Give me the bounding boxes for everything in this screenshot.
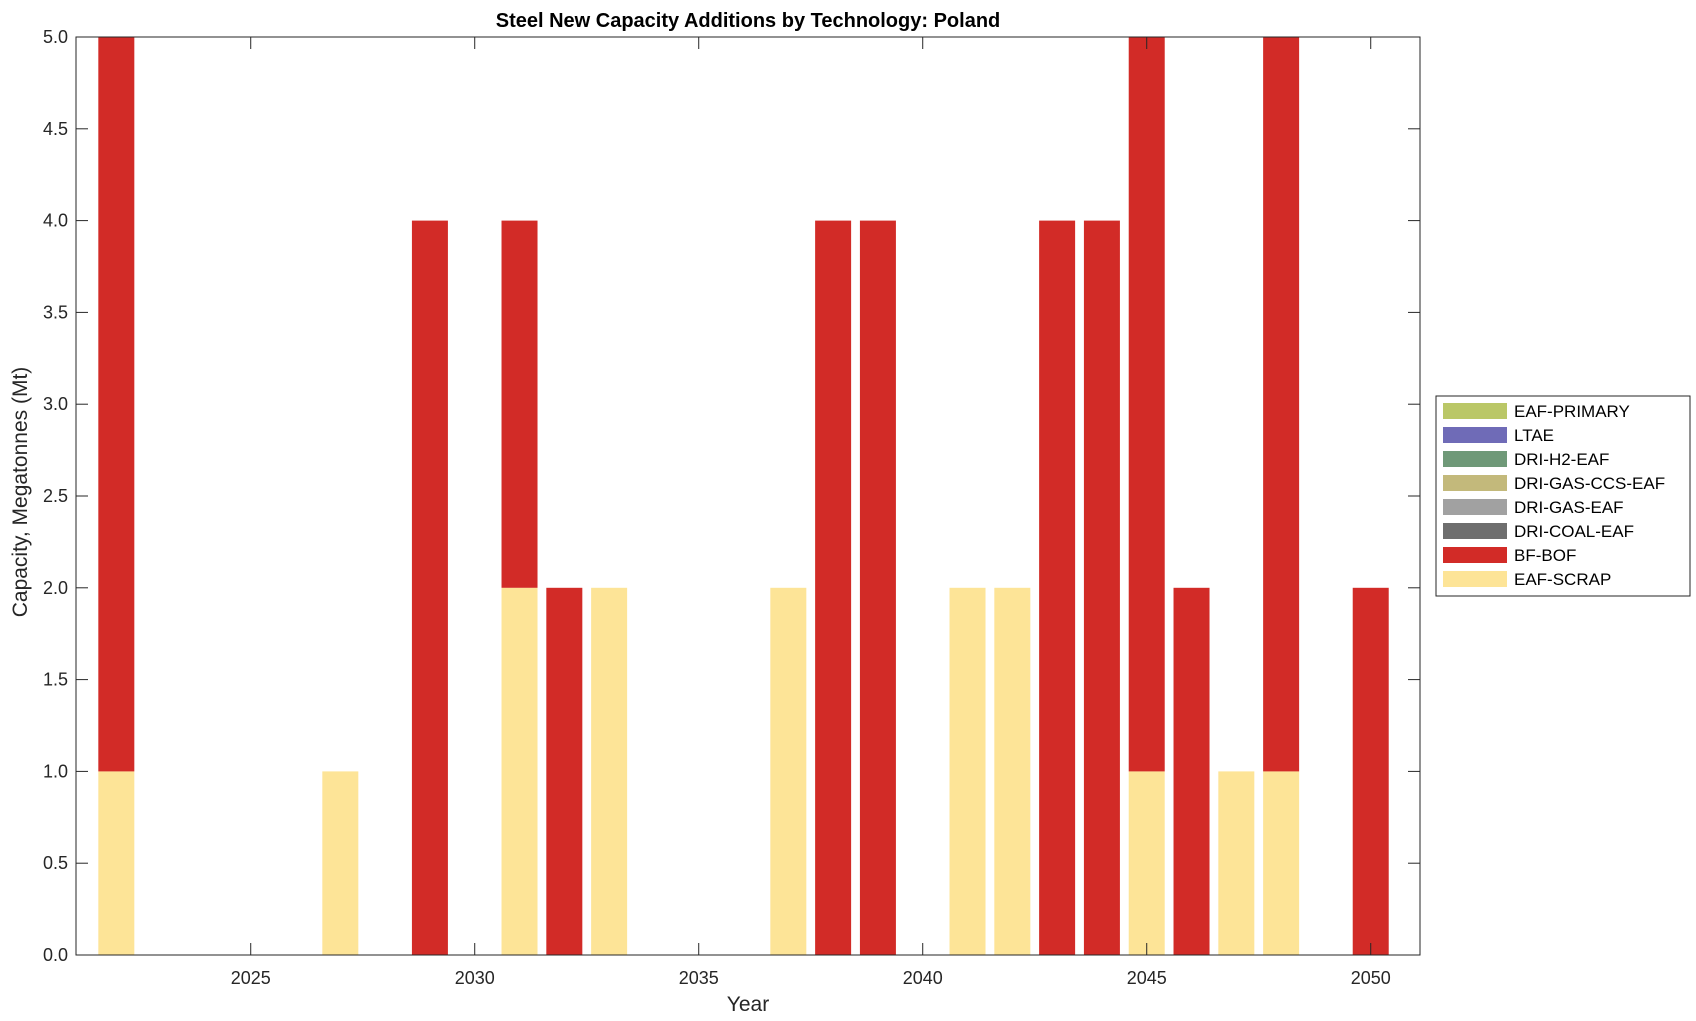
legend-swatch-dri-h2-eaf — [1443, 451, 1507, 467]
legend-box — [1435, 395, 1691, 597]
y-tick-label-4.0: 4.0 — [43, 211, 68, 231]
y-tick-label-2.5: 2.5 — [43, 486, 68, 506]
bar-eaf-scrap-2045 — [1128, 771, 1165, 955]
legend-label-bf-bof: BF-BOF — [1514, 546, 1576, 565]
bar-eaf-scrap-2031 — [501, 587, 538, 955]
y-tick-label-4.5: 4.5 — [43, 119, 68, 139]
x-tick-label-2040: 2040 — [903, 968, 943, 988]
y-tick-label-3.5: 3.5 — [43, 302, 68, 322]
x-tick-label-2050: 2050 — [1351, 968, 1391, 988]
bar-eaf-scrap-2042 — [994, 587, 1031, 955]
legend-swatch-dri-gas-ccs-eaf — [1443, 475, 1507, 491]
legend-swatch-eaf-primary — [1443, 403, 1507, 419]
legend-label-eaf-primary: EAF-PRIMARY — [1514, 402, 1630, 421]
bar-bf-bof-2038 — [815, 220, 852, 956]
legend-swatch-eaf-scrap — [1443, 571, 1507, 587]
x-tick-label-2035: 2035 — [679, 968, 719, 988]
y-tick-label-5.0: 5.0 — [43, 27, 68, 47]
legend-swatch-dri-gas-eaf — [1443, 499, 1507, 515]
bar-bf-bof-2045 — [1128, 37, 1165, 772]
y-tick-label-1.5: 1.5 — [43, 670, 68, 690]
legend-swatch-bf-bof — [1443, 547, 1507, 563]
bar-bf-bof-2039 — [859, 220, 896, 956]
y-tick-label-1.0: 1.0 — [43, 761, 68, 781]
bar-eaf-scrap-2022 — [98, 771, 135, 955]
bar-bf-bof-2043 — [1039, 220, 1076, 956]
bar-eaf-scrap-2033 — [591, 587, 628, 955]
bar-bf-bof-2050 — [1352, 587, 1389, 955]
chart-title: Steel New Capacity Additions by Technolo… — [496, 10, 1001, 32]
bar-bf-bof-2048 — [1263, 37, 1300, 772]
y-tick-label-3.0: 3.0 — [43, 394, 68, 414]
legend-swatch-ltae — [1443, 427, 1507, 443]
bar-bf-bof-2022 — [98, 37, 135, 772]
legend-label-dri-gas-eaf: DRI-GAS-EAF — [1514, 498, 1624, 517]
legend: EAF-PRIMARY LTAE DRI-H2-EAF DRI-GAS-CCS-EAF… — [1435, 395, 1691, 597]
bar-eaf-scrap-2041 — [949, 587, 986, 955]
legend-label-ltae: LTAE — [1514, 426, 1554, 445]
bar-eaf-scrap-2037 — [770, 587, 807, 955]
bar-eaf-scrap-2027 — [322, 771, 359, 955]
bar-bf-bof-2046 — [1173, 587, 1210, 955]
y-tick-label-2.0: 2.0 — [43, 578, 68, 598]
x-axis-label: Year — [727, 993, 769, 1016]
legend-label-eaf-scrap: EAF-SCRAP — [1514, 570, 1611, 589]
bar-bf-bof-2044 — [1083, 220, 1120, 956]
legend-label-dri-coal-eaf: DRI-COAL-EAF — [1514, 522, 1634, 541]
bars-layer — [98, 37, 1389, 956]
legend-label-dri-gas-ccs-eaf: DRI-GAS-CCS-EAF — [1514, 474, 1665, 493]
bar-eaf-scrap-2048 — [1263, 771, 1300, 955]
legend-swatch-dri-coal-eaf — [1443, 523, 1507, 539]
y-tick-label-0.5: 0.5 — [43, 853, 68, 873]
bar-bf-bof-2032 — [546, 587, 583, 955]
y-tick-label-0.0: 0.0 — [43, 945, 68, 965]
bar-bf-bof-2029 — [411, 220, 448, 956]
bar-eaf-scrap-2047 — [1218, 771, 1255, 955]
bar-bf-bof-2031 — [501, 220, 538, 588]
x-tick-label-2030: 2030 — [455, 968, 495, 988]
axes-layer: 0.0 0.5 1.0 1.5 2.0 2.5 3.0 3.5 4.0 4.5 5.0 2025 203… — [43, 27, 1421, 988]
y-axis-label: Capacity, Megatonnes (Mt) — [9, 367, 32, 618]
x-tick-label-2025: 2025 — [231, 968, 271, 988]
x-tick-label-2045: 2045 — [1127, 968, 1167, 988]
legend-label-dri-h2-eaf: DRI-H2-EAF — [1514, 450, 1609, 469]
